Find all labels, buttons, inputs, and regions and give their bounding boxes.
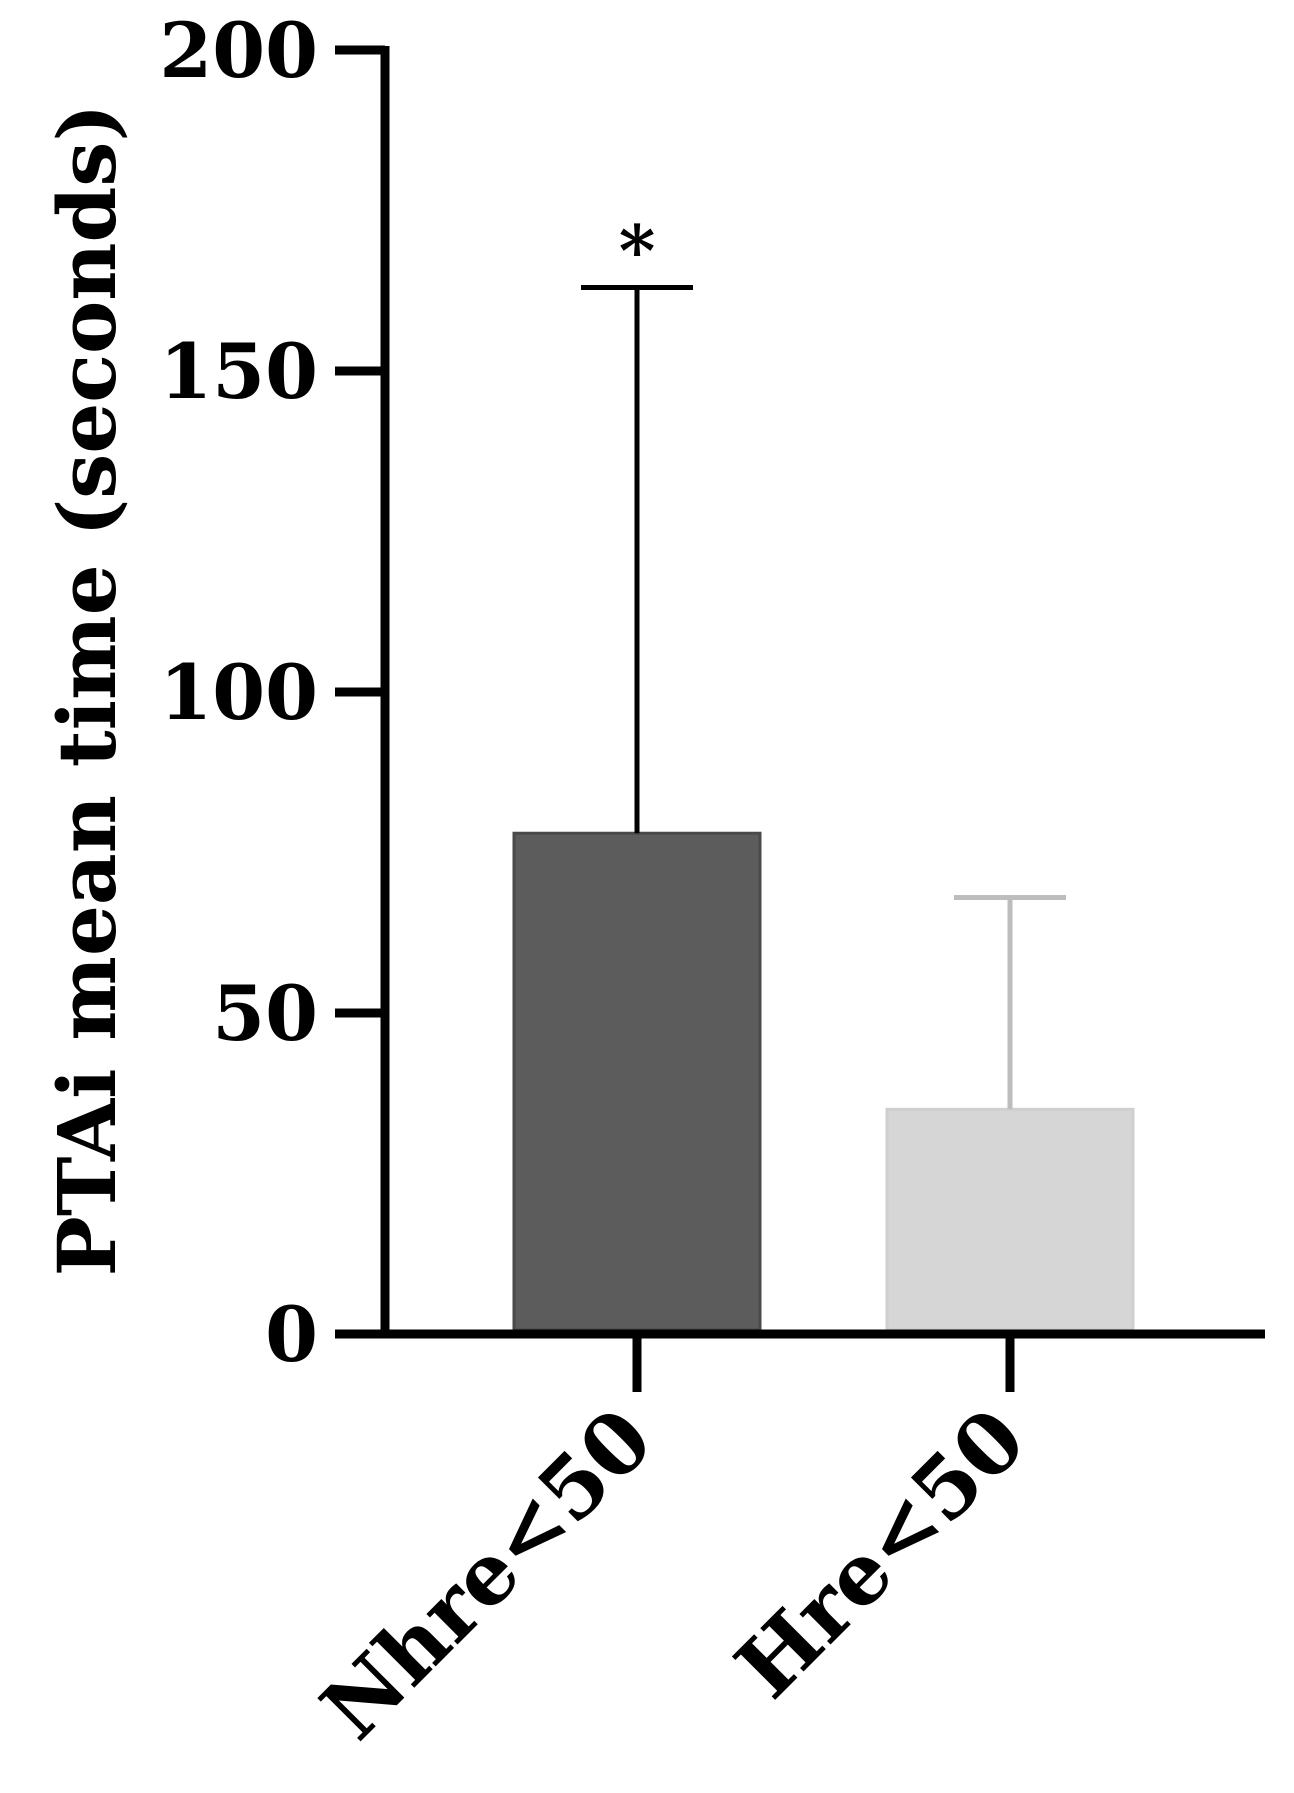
significance-marker: * — [619, 210, 656, 293]
x-ticks-layer: Nhre<50 Hre<50 — [302, 1334, 1044, 1758]
y-tick-label: 200 — [159, 6, 318, 95]
y-ticks-layer: 0 50 100 150 200 — [159, 6, 385, 1379]
y-tick-label: 100 — [159, 648, 318, 737]
y-axis-title: PTAi mean time (seconds) — [40, 104, 134, 1277]
bar — [512, 831, 762, 1332]
y-tick-label: 0 — [265, 1290, 318, 1379]
error-bars-layer: * — [581, 210, 1066, 1110]
x-tick-label: Nhre<50 — [302, 1389, 671, 1758]
bar — [885, 1107, 1135, 1332]
y-tick-label: 50 — [212, 969, 318, 1058]
y-tick-label: 150 — [159, 327, 318, 416]
bars-layer — [512, 831, 1135, 1332]
x-tick-label: Hre<50 — [717, 1389, 1045, 1717]
